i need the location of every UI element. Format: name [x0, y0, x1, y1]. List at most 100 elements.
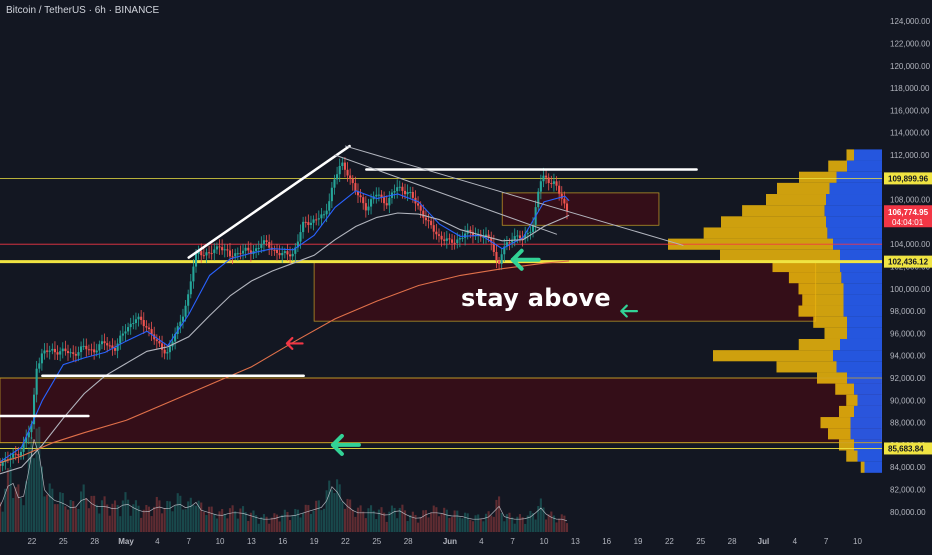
volume-bar — [511, 517, 514, 532]
volume-bar — [390, 505, 394, 532]
volume-bar — [552, 515, 555, 532]
candle-body — [545, 175, 548, 178]
candle-body — [69, 352, 72, 354]
vp-sell-14 — [843, 305, 882, 317]
volume-bar — [440, 513, 443, 532]
candle-body — [82, 345, 85, 347]
volume-ma-line — [0, 439, 568, 522]
candle-body — [80, 346, 83, 353]
candle-body — [511, 239, 514, 243]
price-tick-label: 120,000.00 — [890, 62, 931, 71]
volume-bar — [100, 500, 104, 532]
volume-bar — [448, 518, 451, 532]
candle-body — [317, 218, 320, 220]
volume-bar — [283, 509, 286, 532]
volume-bar — [166, 500, 169, 532]
volume-bar — [163, 508, 166, 532]
candle-body — [338, 165, 341, 175]
volume-bar — [385, 521, 388, 532]
candle-body — [432, 225, 435, 232]
volume-bar — [304, 504, 307, 532]
candle-body — [61, 348, 64, 352]
candle-body — [147, 327, 151, 330]
candle-body — [19, 451, 23, 456]
volume-bar — [359, 505, 362, 532]
candle-body — [330, 187, 333, 202]
level-label-0: 109,899.96 — [888, 174, 929, 183]
candle-body — [435, 231, 438, 235]
volume-bar — [516, 516, 519, 532]
candle-body — [286, 251, 289, 255]
date-tick-label: Jul — [758, 537, 770, 546]
candle-body — [22, 442, 25, 452]
volume-bar — [247, 520, 250, 532]
candle-body — [0, 464, 2, 466]
volume-bar — [336, 479, 339, 532]
candle-body — [500, 254, 503, 264]
candle-body — [349, 175, 352, 179]
volume-bar — [22, 505, 25, 532]
volume-bar — [380, 507, 383, 532]
vp-sell-11 — [841, 272, 882, 284]
zone-1 — [313, 261, 817, 322]
date-tick-label: 22 — [27, 537, 36, 546]
volume-bar — [362, 511, 365, 532]
volume-bar — [492, 516, 495, 532]
volume-bar — [393, 507, 396, 532]
volume-bar — [134, 500, 137, 532]
candle-body — [498, 260, 501, 264]
volume-bar — [127, 499, 130, 532]
volume-bar — [161, 513, 164, 532]
volume-bar — [403, 510, 407, 532]
candle-body — [320, 214, 323, 219]
volume-bar — [307, 505, 310, 532]
candle-body — [200, 251, 203, 256]
volume-bar — [184, 509, 187, 532]
date-tick-label: 13 — [247, 537, 256, 546]
volume-bar — [315, 500, 318, 532]
volume-bar — [48, 483, 51, 532]
volume-bar — [513, 523, 516, 532]
volume-bar — [299, 517, 302, 532]
volume-bar — [414, 514, 417, 532]
volume-bar — [179, 495, 182, 532]
candle-body — [328, 201, 331, 211]
volume-bar — [560, 514, 563, 532]
vp-sell-13 — [843, 294, 882, 306]
candle-body — [448, 238, 451, 240]
volume-bar — [260, 517, 263, 532]
vp-sell-26 — [854, 439, 882, 451]
volume-bar — [563, 515, 566, 532]
candle-body — [119, 335, 122, 344]
vp-buy-1 — [828, 160, 847, 172]
volume-bar — [268, 523, 271, 532]
candle-body — [409, 191, 412, 193]
volume-bar — [116, 505, 119, 532]
volume-bar — [244, 512, 247, 532]
vp-buy-11 — [788, 272, 842, 284]
date-tick-label: 19 — [310, 537, 319, 546]
volume-bar — [456, 510, 459, 532]
volume-bar — [231, 505, 234, 532]
volume-bar — [168, 501, 171, 532]
vp-sell-16 — [847, 327, 882, 339]
price-tick-label: 94,000.00 — [890, 352, 926, 361]
volume-bar — [471, 521, 474, 532]
candle-body — [194, 253, 198, 267]
candle-body — [531, 224, 535, 232]
volume-bar — [142, 509, 145, 532]
candle-body — [205, 252, 208, 256]
price-axis-background — [882, 0, 932, 550]
volume-bar — [367, 508, 370, 532]
price-tick-label: 82,000.00 — [890, 486, 926, 495]
volume-bar — [450, 517, 454, 532]
moving-average-1 — [0, 212, 570, 475]
volume-bar — [30, 436, 33, 532]
price-tick-label: 114,000.00 — [890, 129, 930, 138]
volume-bar — [6, 468, 9, 532]
vp-sell-18 — [833, 350, 882, 362]
current-price-badge-bg — [884, 205, 932, 228]
candle-body — [90, 349, 93, 351]
